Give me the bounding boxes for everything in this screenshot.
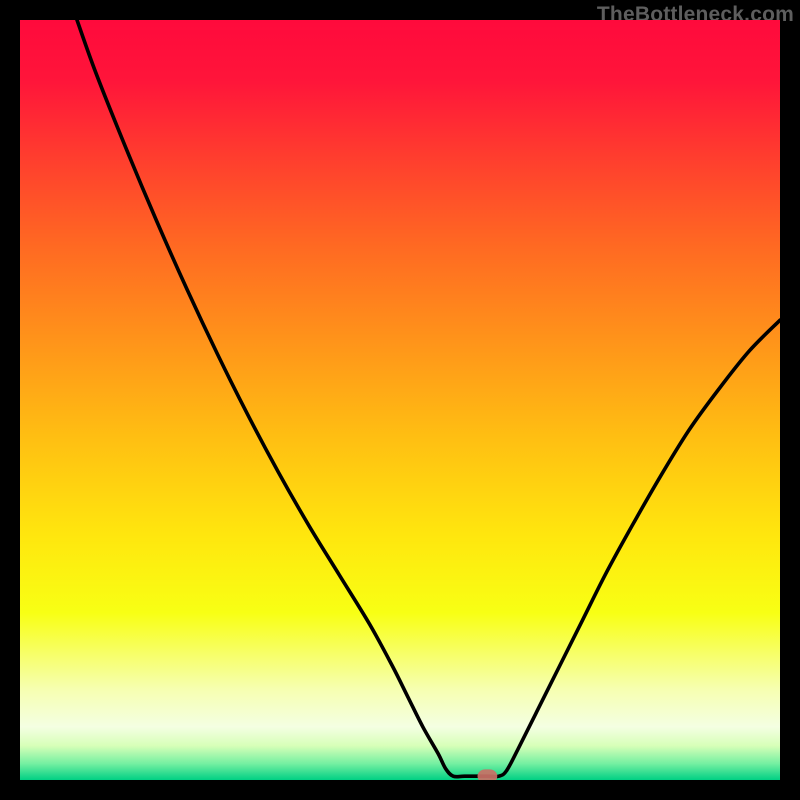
- plot-area: [20, 20, 780, 780]
- min-marker: [478, 769, 498, 780]
- chart-frame: TheBottleneck.com: [0, 0, 800, 800]
- gradient-background: [20, 20, 780, 780]
- bottleneck-curve-chart: [20, 20, 780, 780]
